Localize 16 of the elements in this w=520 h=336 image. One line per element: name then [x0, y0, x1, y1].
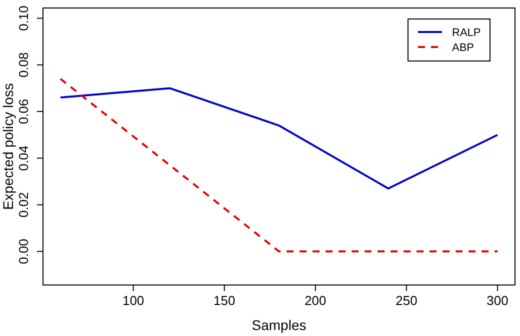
legend-label: ABP [452, 42, 474, 54]
line-series [59, 87, 499, 190]
x-tick-label: 100 [122, 293, 144, 308]
x-tick-label: 200 [304, 293, 326, 308]
y-tick-label: 0.10 [16, 6, 31, 31]
y-tick-label: 0.04 [16, 146, 31, 171]
y-axis-title: Expected policy loss [0, 83, 16, 210]
y-tick-label: 0.02 [16, 192, 31, 218]
x-tick-label: 250 [396, 293, 418, 308]
x-axis-title: Samples [252, 317, 306, 333]
x-tick-label: 150 [214, 293, 236, 308]
y-tick-label: 0.06 [16, 98, 31, 124]
y-tick-label: 0.00 [16, 238, 31, 264]
legend-label: RALP [452, 27, 481, 39]
x-tick-label: 300 [486, 293, 508, 308]
y-tick-label: 0.08 [16, 52, 31, 78]
